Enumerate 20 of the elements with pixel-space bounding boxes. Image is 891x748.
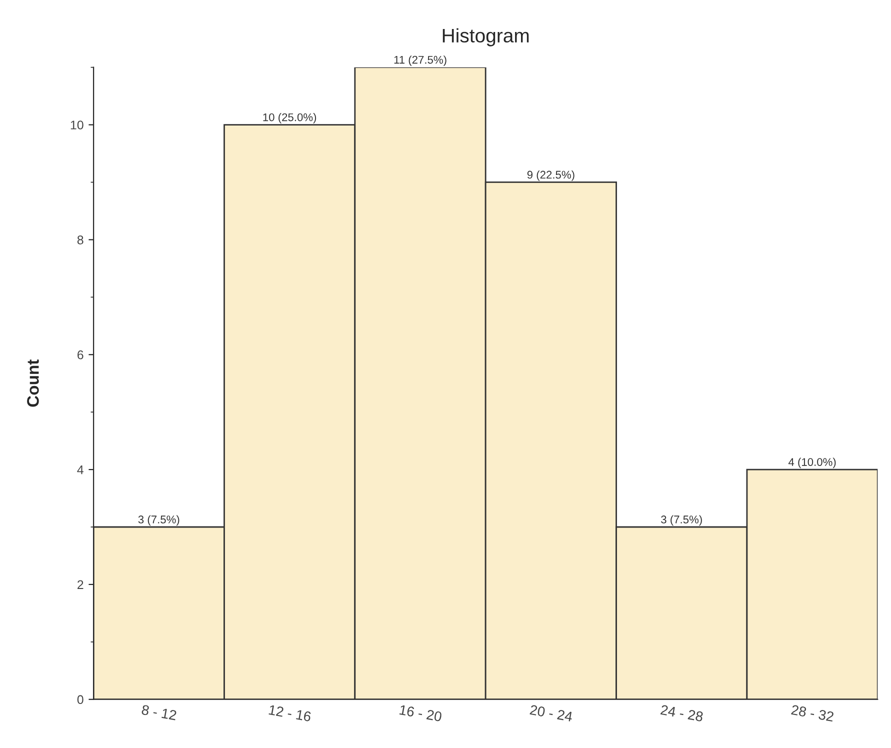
x-tick-label: 28 - 32 bbox=[791, 704, 834, 722]
x-tick-label: 20 - 24 bbox=[530, 704, 573, 722]
y-tick-label: 2 bbox=[78, 580, 84, 589]
y-axis-title: Count bbox=[27, 359, 39, 407]
chart-title: Histogram bbox=[442, 28, 529, 46]
y-tick-label: 6 bbox=[78, 350, 84, 360]
x-tick-label: 16 - 20 bbox=[399, 704, 442, 722]
data-label: 4 (10.0%) bbox=[788, 458, 836, 468]
y-tick-label: 4 bbox=[77, 465, 84, 474]
x-tick-label: 24 - 28 bbox=[660, 704, 704, 722]
data-label: 11 (27.5%) bbox=[394, 56, 446, 66]
data-label: 3 (7.5%) bbox=[661, 515, 702, 526]
data-label: 9 (22.5%) bbox=[527, 170, 574, 181]
y-tick-label: 0 bbox=[77, 695, 84, 704]
x-tick-label: 12 - 16 bbox=[268, 704, 312, 722]
data-label: 3 (7.5%) bbox=[138, 515, 180, 526]
x-tick-label: 8 - 12 bbox=[141, 704, 177, 720]
data-label: 10 (25.0%) bbox=[263, 113, 316, 124]
y-tick-label: 8 bbox=[77, 236, 84, 244]
y-tick-label: 10 bbox=[70, 120, 84, 130]
